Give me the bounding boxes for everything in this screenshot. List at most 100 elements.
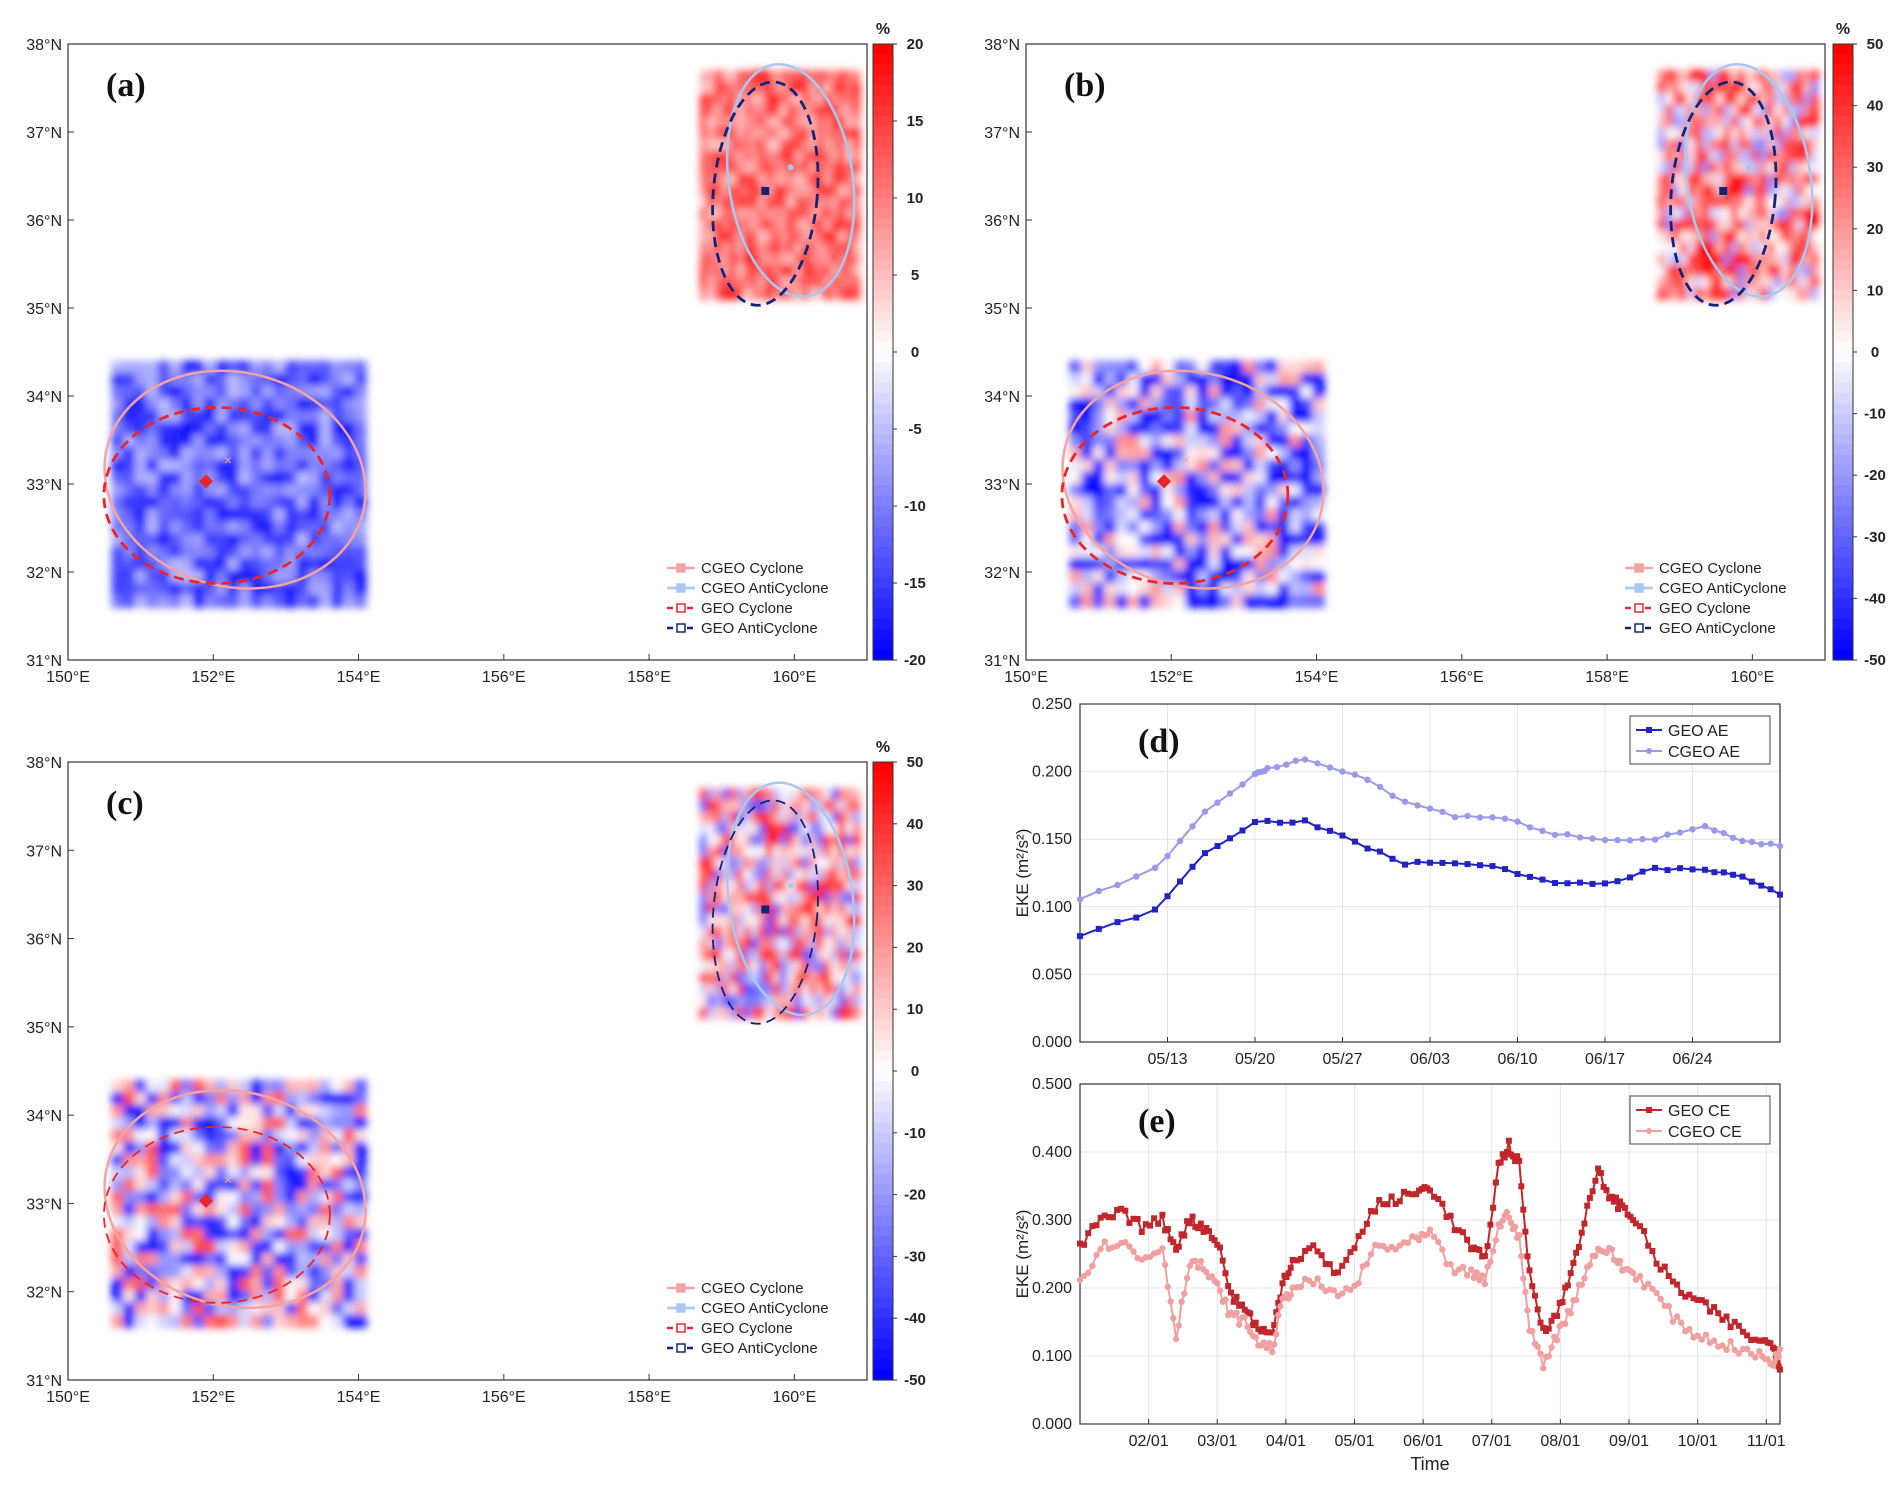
panel-label: (e) xyxy=(1138,1103,1176,1140)
point xyxy=(1239,1301,1245,1308)
point xyxy=(1639,868,1646,875)
point xyxy=(1775,1354,1782,1361)
point xyxy=(1389,855,1396,862)
x-tick-label: 06/17 xyxy=(1585,1051,1625,1068)
point xyxy=(1552,880,1558,886)
y-tick-label: 38°N xyxy=(26,755,62,772)
point xyxy=(1159,1211,1166,1218)
point xyxy=(1674,1281,1681,1288)
point xyxy=(1682,1293,1689,1300)
point xyxy=(1526,1267,1533,1274)
point xyxy=(1490,1204,1497,1211)
point xyxy=(1686,1291,1693,1298)
geo-cyclone-contour xyxy=(103,1126,331,1304)
colorbar-tick: 40 xyxy=(1867,98,1884,115)
point xyxy=(1214,843,1221,849)
point xyxy=(1263,1345,1270,1352)
point xyxy=(1551,831,1559,839)
point xyxy=(1559,1299,1566,1306)
point xyxy=(1501,1154,1508,1161)
point xyxy=(1326,1261,1333,1268)
point xyxy=(1731,1318,1738,1325)
point xyxy=(1554,1313,1560,1319)
point xyxy=(1630,1217,1637,1224)
point xyxy=(1539,827,1546,835)
y-tick-label: 35°N xyxy=(984,301,1020,318)
y-tick-label: 31°N xyxy=(26,653,62,670)
point xyxy=(1487,1221,1494,1228)
point xyxy=(1314,760,1321,767)
colorbar-tick: -15 xyxy=(904,575,926,592)
point xyxy=(1388,1193,1395,1200)
point xyxy=(1564,831,1571,838)
point xyxy=(1287,1264,1294,1271)
x-tick-label: 156°E xyxy=(482,669,526,686)
point xyxy=(1776,1346,1784,1353)
point xyxy=(1133,873,1140,880)
x-tick-label: 06/03 xyxy=(1410,1051,1450,1068)
legend-entry: CGEO AntiCyclone xyxy=(1659,580,1787,597)
geo-anticyclone-center xyxy=(761,905,770,914)
point xyxy=(1527,873,1533,880)
point xyxy=(1589,1188,1596,1195)
point xyxy=(1343,1256,1350,1263)
geo-cyclone-center xyxy=(198,474,214,489)
y-tick-label: 35°N xyxy=(26,301,62,318)
point xyxy=(1203,1269,1210,1276)
legend-entry: GEO Cyclone xyxy=(1659,600,1751,617)
point xyxy=(1529,1327,1536,1335)
point xyxy=(1771,1345,1778,1352)
point xyxy=(1289,819,1296,826)
point xyxy=(1603,1249,1610,1257)
point xyxy=(1377,848,1383,855)
point xyxy=(1226,790,1234,797)
point xyxy=(1161,1261,1169,1269)
point xyxy=(1275,1312,1282,1319)
point xyxy=(1093,1251,1100,1259)
point xyxy=(1510,1153,1516,1160)
point xyxy=(1776,842,1784,850)
y-tick-label: 0.000 xyxy=(1032,1034,1072,1051)
colorbar-unit: % xyxy=(876,21,890,38)
point xyxy=(1302,1247,1309,1254)
point xyxy=(1727,1324,1734,1331)
colorbar-tick: 10 xyxy=(907,190,924,207)
point xyxy=(1597,1170,1604,1176)
point xyxy=(1484,1243,1491,1250)
point xyxy=(1260,1339,1268,1346)
point xyxy=(1439,808,1446,815)
point xyxy=(1503,1149,1510,1156)
point xyxy=(1511,1223,1519,1231)
point xyxy=(1723,1313,1730,1320)
point xyxy=(1402,861,1408,868)
point xyxy=(1427,1187,1433,1194)
point xyxy=(1665,1273,1672,1279)
point xyxy=(1492,1237,1500,1244)
point xyxy=(1459,1229,1466,1236)
point xyxy=(1306,1245,1313,1252)
point xyxy=(1545,1325,1552,1332)
point xyxy=(1330,1287,1338,1294)
point xyxy=(1396,1198,1403,1205)
cgeo-anticyclone-center xyxy=(787,882,794,889)
cgeo-cyclone-center: × xyxy=(224,1172,232,1188)
point xyxy=(1710,1337,1718,1344)
geo-anticyclone-contour xyxy=(1669,80,1778,307)
x-tick-label: 150°E xyxy=(1004,669,1048,686)
point xyxy=(1173,1246,1180,1253)
colorbar-tick: -20 xyxy=(904,652,926,669)
cgeo-anticyclone-contour xyxy=(725,781,856,1017)
point xyxy=(1489,863,1496,870)
point xyxy=(1101,1238,1108,1245)
point xyxy=(1283,761,1290,768)
point xyxy=(1701,822,1709,830)
legend-entry: GEO CE xyxy=(1668,1103,1730,1120)
point xyxy=(1200,1228,1207,1235)
point xyxy=(1409,1191,1416,1198)
point xyxy=(1109,1214,1116,1221)
point xyxy=(1301,756,1309,763)
point xyxy=(1470,1274,1478,1282)
panel-label: (b) xyxy=(1064,67,1106,104)
point xyxy=(1698,1297,1705,1304)
point xyxy=(1567,1310,1574,1317)
